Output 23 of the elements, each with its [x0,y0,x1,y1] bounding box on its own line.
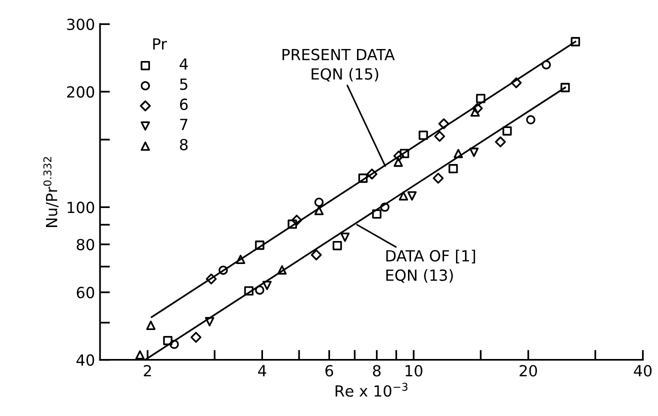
x-tick-label: 20 [520,364,537,377]
y-axis-title: Nu/Pr$^{0.332}$ [43,157,59,227]
legend-label: 7 [180,118,188,130]
y-tick-label: 300 [67,18,94,30]
y-tick-label: 60 [76,286,94,298]
legend-label: 5 [180,78,188,90]
x-tick-label: 40 [634,364,652,377]
y-tick-label: 100 [68,202,94,214]
x-tick-label: 2 [144,364,151,376]
y-tick-label: 40 [76,354,94,366]
legend-title: Pr [153,38,167,50]
y-tick-label: 200 [67,86,94,98]
x-axis-title: Re x 10$^{−3}$ [336,382,408,397]
legend-label: 6 [180,98,188,110]
legend-label: 4 [180,58,188,70]
legend-label: 8 [180,138,188,150]
annotation: PRESENT DATA EQN (15) [282,48,395,82]
x-tick-label: 6 [325,364,334,377]
y-tick-label: 80 [76,238,94,250]
x-tick-label: 4 [258,365,266,376]
x-tick-label: 8 [372,364,381,377]
x-tick-label: 10 [406,364,422,377]
annotation: DATA OF [1] EQN (13) [386,250,476,283]
